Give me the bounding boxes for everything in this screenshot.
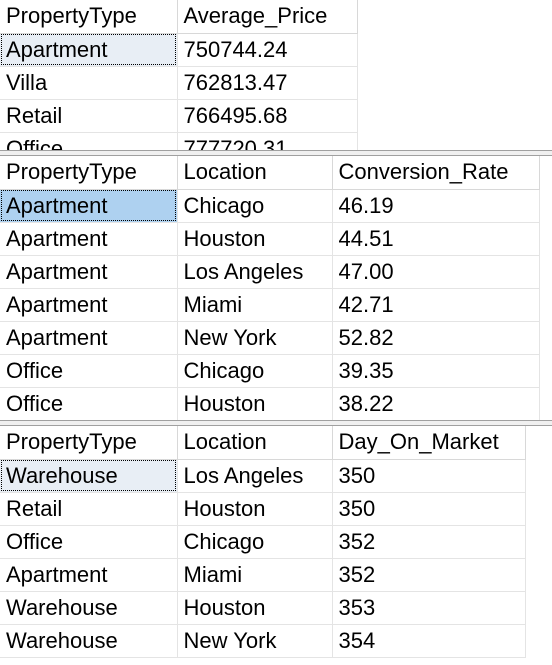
- header-row: PropertyType Location Conversion_Rate: [0, 156, 540, 190]
- table-row: Warehouse New York 354: [0, 624, 526, 658]
- grid-cell[interactable]: 352: [332, 558, 526, 592]
- grid-cell[interactable]: 762813.47: [177, 66, 358, 100]
- grid-cell[interactable]: Office: [0, 387, 178, 420]
- table-row: Office Houston 38.22: [0, 387, 540, 420]
- column-header-location[interactable]: Location: [177, 426, 333, 460]
- grid-cell[interactable]: Houston: [177, 591, 333, 625]
- table-row: Office 777720.31: [0, 132, 358, 150]
- header-row: PropertyType Location Day_On_Market: [0, 426, 526, 460]
- grid-cell[interactable]: 750744.24: [177, 33, 358, 67]
- grid-cell[interactable]: Los Angeles: [177, 255, 333, 289]
- table-row: Apartment Miami 42.71: [0, 288, 540, 322]
- grid-cell[interactable]: Villa: [0, 66, 178, 100]
- table-row: Apartment Chicago 46.19: [0, 189, 540, 223]
- results-grid-1[interactable]: PropertyType Average_Price Apartment 750…: [0, 0, 552, 150]
- results-table-2: PropertyType Location Conversion_Rate Ap…: [0, 156, 540, 420]
- grid-cell[interactable]: Retail: [0, 99, 178, 133]
- grid-cell[interactable]: 39.35: [332, 354, 540, 388]
- column-header-conversion-rate[interactable]: Conversion_Rate: [332, 156, 540, 190]
- grid-cell[interactable]: 777720.31: [177, 132, 358, 150]
- table-row: Villa 762813.47: [0, 66, 358, 100]
- table-row: Warehouse Los Angeles 350: [0, 459, 526, 493]
- grid-cell[interactable]: New York: [177, 624, 333, 658]
- table-row: Apartment Houston 44.51: [0, 222, 540, 256]
- column-header-propertytype[interactable]: PropertyType: [0, 156, 178, 190]
- results-table-3: PropertyType Location Day_On_Market Ware…: [0, 426, 526, 658]
- table-row: Apartment Miami 352: [0, 558, 526, 592]
- grid-cell[interactable]: Apartment: [0, 189, 178, 223]
- column-header-day-on-market[interactable]: Day_On_Market: [332, 426, 526, 460]
- column-header-propertytype[interactable]: PropertyType: [0, 0, 178, 34]
- header-row: PropertyType Average_Price: [0, 0, 358, 34]
- grid-cell[interactable]: Apartment: [0, 558, 178, 592]
- grid-cell[interactable]: Office: [0, 525, 178, 559]
- pane-splitter[interactable]: [0, 150, 552, 156]
- grid-cell[interactable]: Houston: [177, 222, 333, 256]
- grid-cell[interactable]: 353: [332, 591, 526, 625]
- results-grid-2[interactable]: PropertyType Location Conversion_Rate Ap…: [0, 156, 552, 420]
- grid-cell[interactable]: 350: [332, 492, 526, 526]
- grid-cell[interactable]: Office: [0, 354, 178, 388]
- table-row: Apartment Los Angeles 47.00: [0, 255, 540, 289]
- results-table-1: PropertyType Average_Price Apartment 750…: [0, 0, 358, 150]
- grid-cell[interactable]: Apartment: [0, 255, 178, 289]
- grid-cell[interactable]: Miami: [177, 558, 333, 592]
- grid-cell[interactable]: 352: [332, 525, 526, 559]
- column-header-average-price[interactable]: Average_Price: [177, 0, 358, 34]
- grid-cell[interactable]: Warehouse: [0, 459, 178, 493]
- grid-cell[interactable]: 47.00: [332, 255, 540, 289]
- grid-cell[interactable]: Houston: [177, 492, 333, 526]
- grid-cell[interactable]: Chicago: [177, 525, 333, 559]
- grid-cell[interactable]: 354: [332, 624, 526, 658]
- grid-cell[interactable]: Houston: [177, 387, 333, 420]
- grid-cell[interactable]: Warehouse: [0, 591, 178, 625]
- grid-cell[interactable]: Apartment: [0, 33, 178, 67]
- grid-cell[interactable]: Los Angeles: [177, 459, 333, 493]
- grid-cell[interactable]: 766495.68: [177, 99, 358, 133]
- results-grid-3[interactable]: PropertyType Location Day_On_Market Ware…: [0, 426, 552, 665]
- table-row: Apartment 750744.24: [0, 33, 358, 67]
- grid-cell[interactable]: Apartment: [0, 321, 178, 355]
- grid-cell[interactable]: Office: [0, 132, 178, 150]
- grid-cell[interactable]: 52.82: [332, 321, 540, 355]
- table-row: Apartment New York 52.82: [0, 321, 540, 355]
- grid-cell[interactable]: 350: [332, 459, 526, 493]
- column-header-location[interactable]: Location: [177, 156, 333, 190]
- grid-cell[interactable]: 44.51: [332, 222, 540, 256]
- grid-cell[interactable]: Retail: [0, 492, 178, 526]
- grid-cell[interactable]: 46.19: [332, 189, 540, 223]
- column-header-propertytype[interactable]: PropertyType: [0, 426, 178, 460]
- grid-cell[interactable]: New York: [177, 321, 333, 355]
- grid-cell[interactable]: Apartment: [0, 288, 178, 322]
- grid-cell[interactable]: Miami: [177, 288, 333, 322]
- grid-cell[interactable]: Warehouse: [0, 624, 178, 658]
- table-row: Office Chicago 39.35: [0, 354, 540, 388]
- grid-cell[interactable]: Chicago: [177, 354, 333, 388]
- grid-cell[interactable]: Chicago: [177, 189, 333, 223]
- grid-cell[interactable]: 38.22: [332, 387, 540, 420]
- table-row: Retail Houston 350: [0, 492, 526, 526]
- table-row: Warehouse Houston 353: [0, 591, 526, 625]
- grid-cell[interactable]: 42.71: [332, 288, 540, 322]
- grid-cell[interactable]: Apartment: [0, 222, 178, 256]
- pane-splitter[interactable]: [0, 420, 552, 426]
- table-row: Retail 766495.68: [0, 99, 358, 133]
- table-row: Office Chicago 352: [0, 525, 526, 559]
